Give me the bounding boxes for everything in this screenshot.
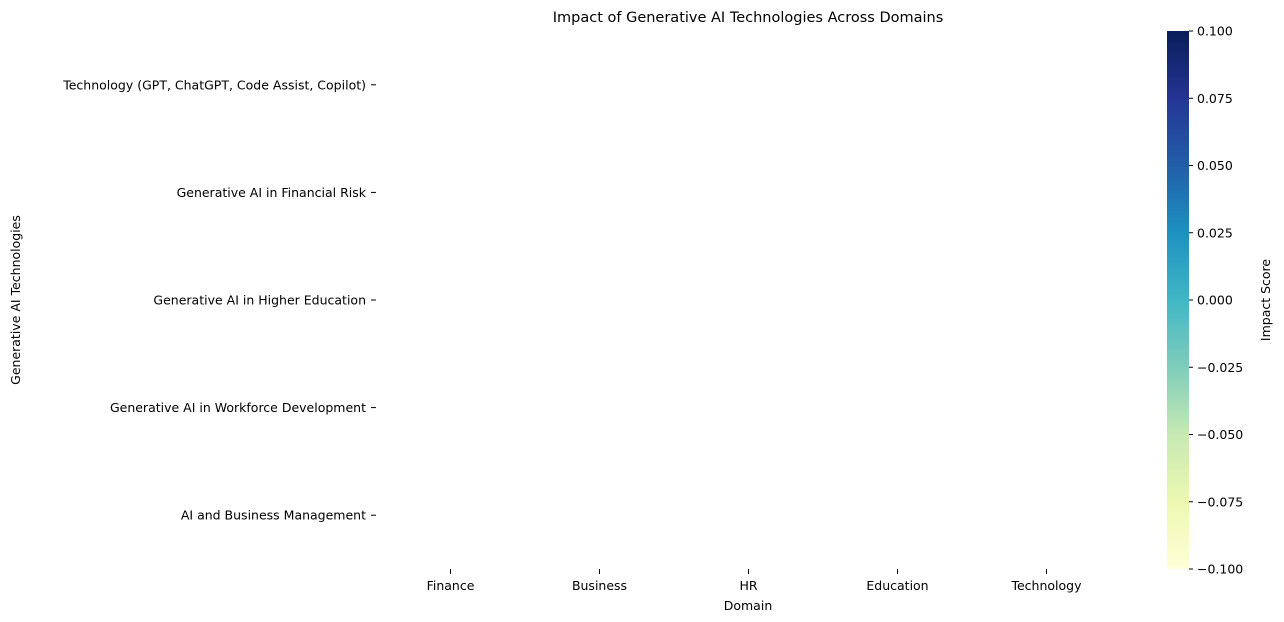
colorbar-gradient [1167, 31, 1189, 569]
heatmap-cell [525, 354, 674, 462]
heatmap-cell [823, 246, 972, 354]
heatmap-cell [376, 31, 525, 139]
heatmap-cell [525, 139, 674, 247]
x-tick-label: Business [572, 578, 627, 593]
x-axis: Finance Business HR Education Technology [427, 569, 1082, 593]
heatmap-cell [376, 139, 525, 247]
x-tick-label: Finance [427, 578, 475, 593]
y-tick-label: Generative AI in Workforce Development [110, 400, 366, 415]
y-axis: Technology (GPT, ChatGPT, Code Assist, C… [62, 77, 376, 523]
heatmap-cell [525, 461, 674, 569]
heatmap-cell [674, 461, 823, 569]
colorbar-tick-label: 0.000 [1197, 293, 1233, 308]
heatmap-cell [972, 461, 1121, 569]
colorbar-tick-label: 0.025 [1197, 225, 1233, 240]
heatmap-cell [823, 31, 972, 139]
colorbar-tick-label: −0.050 [1197, 427, 1243, 442]
colorbar-ticks: 0.100 0.075 0.050 0.025 0.000 −0.025 −0.050 −0.… [1189, 24, 1243, 577]
x-tick-label: Technology [1010, 578, 1082, 593]
y-tick-label: Generative AI in Financial Risk [177, 185, 367, 200]
heatmap-cell [972, 31, 1121, 139]
plot-area [376, 31, 1121, 569]
heatmap-cell [376, 461, 525, 569]
x-axis-label: Domain [724, 598, 773, 613]
heatmap-cell [674, 31, 823, 139]
y-axis-label: Generative AI Technologies [8, 215, 23, 385]
colorbar-tick-label: 0.050 [1197, 158, 1233, 173]
colorbar-label: Impact Score [1258, 259, 1273, 342]
heatmap-cell [972, 246, 1121, 354]
colorbar-tick-label: 0.100 [1197, 24, 1233, 39]
y-tick-label: Generative AI in Higher Education [153, 293, 366, 308]
heatmap-cell [823, 354, 972, 462]
heatmap-cell [674, 246, 823, 354]
y-tick-label: Technology (GPT, ChatGPT, Code Assist, C… [62, 77, 366, 92]
colorbar-tick-label: −0.025 [1197, 360, 1243, 375]
heatmap-cell [823, 461, 972, 569]
heatmap-cell [972, 354, 1121, 462]
heatmap-cell [525, 246, 674, 354]
heatmap-cell [823, 139, 972, 247]
x-tick-label: HR [739, 578, 757, 593]
heatmap-cell [674, 139, 823, 247]
heatmap-cell [972, 139, 1121, 247]
heatmap-cell [525, 31, 674, 139]
y-tick-label: AI and Business Management [181, 508, 366, 523]
colorbar-tick-label: 0.075 [1197, 91, 1233, 106]
heatmap-cell [376, 354, 525, 462]
heatmap-cell [674, 354, 823, 462]
x-tick-label: Education [866, 578, 928, 593]
colorbar-tick-label: −0.075 [1197, 494, 1243, 509]
colorbar: 0.100 0.075 0.050 0.025 0.000 −0.025 −0.050 −0.… [1167, 24, 1273, 577]
colorbar-tick-label: −0.100 [1197, 562, 1243, 577]
chart-title: Impact of Generative AI Technologies Acr… [553, 10, 944, 26]
heatmap-cell [376, 246, 525, 354]
